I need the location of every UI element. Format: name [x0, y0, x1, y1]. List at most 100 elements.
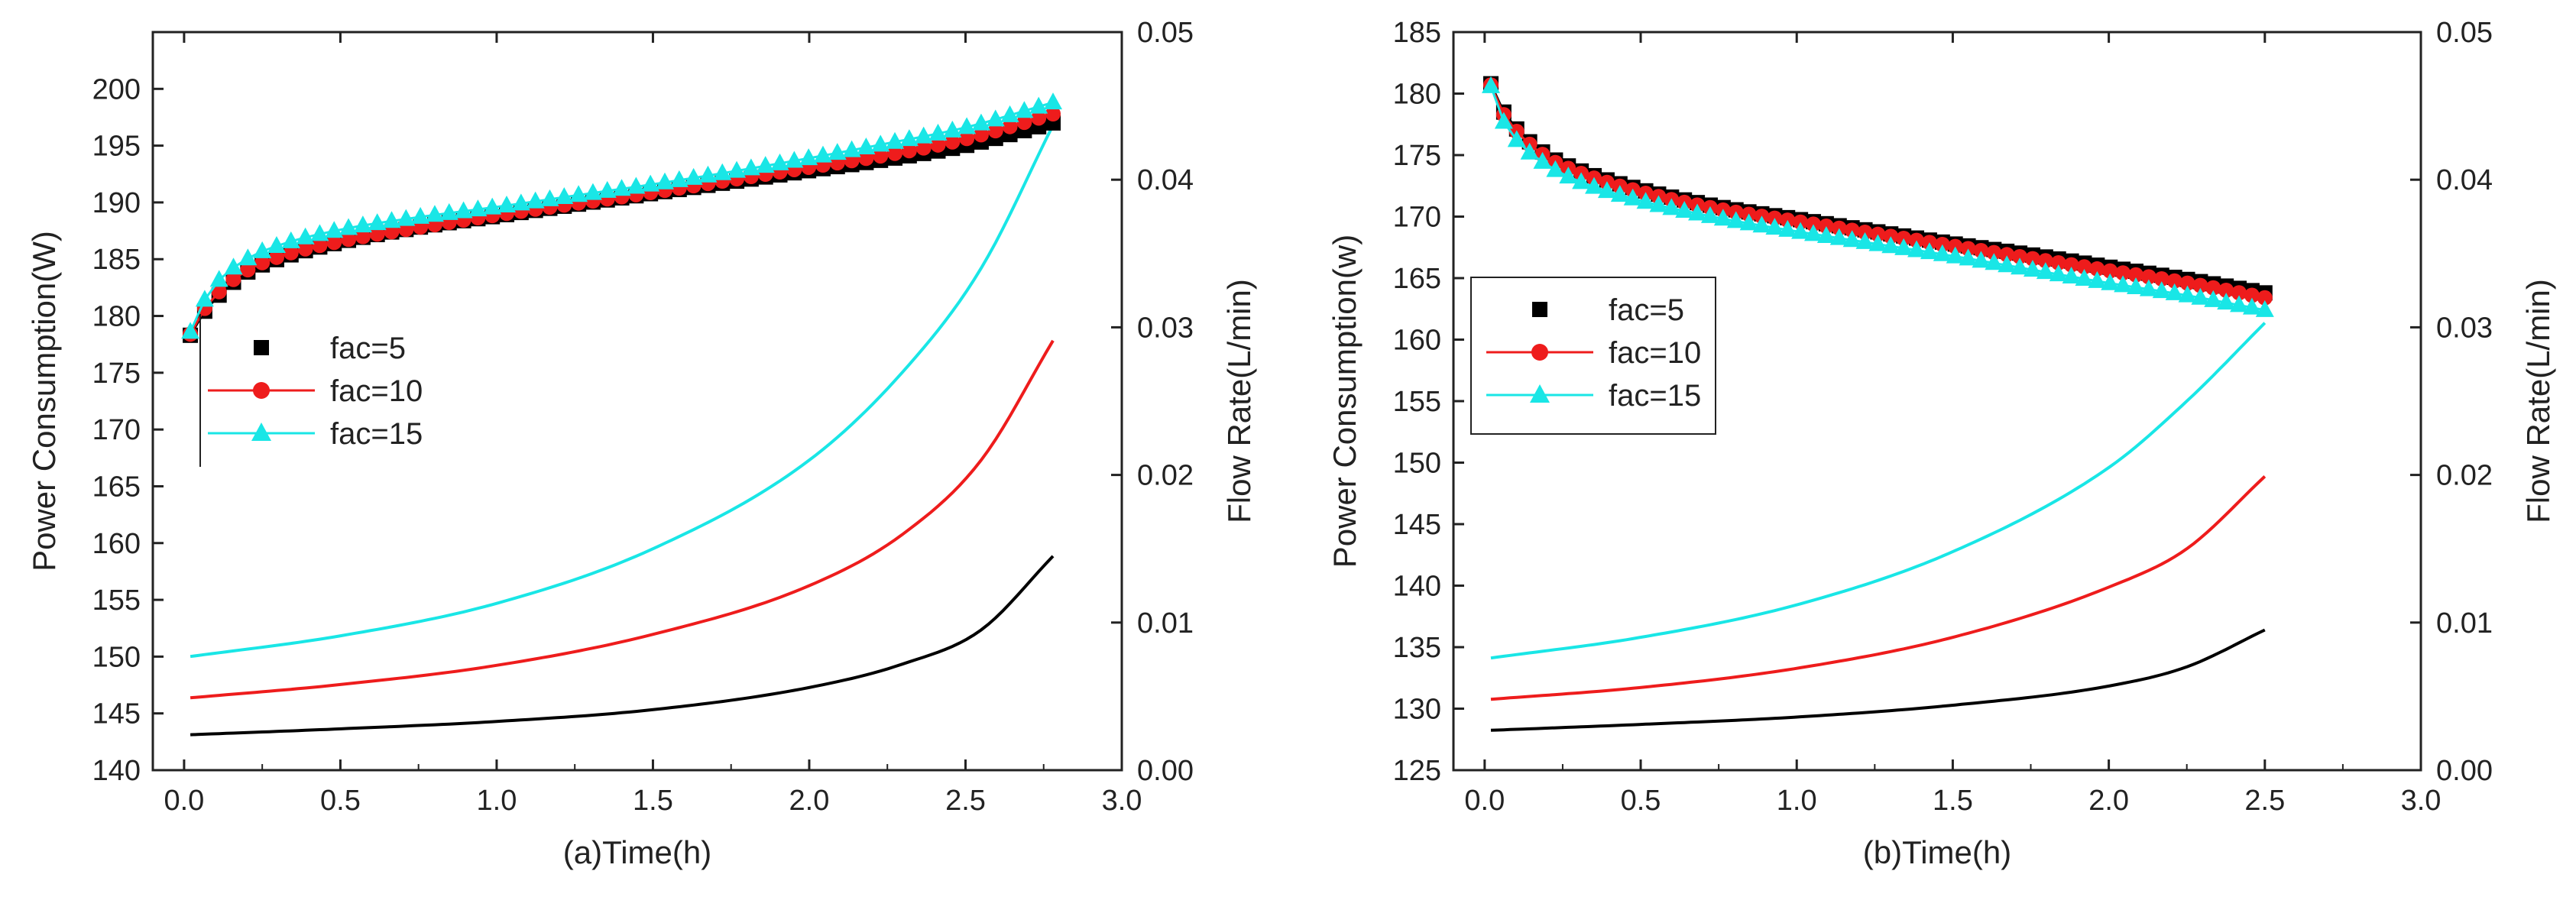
y2-tick-label: 0.01 — [2436, 607, 2493, 640]
data-point — [930, 137, 946, 153]
data-point — [267, 235, 286, 253]
x-tick-label: 2.0 — [2088, 785, 2129, 817]
data-point — [1045, 106, 1061, 122]
data-point — [1946, 246, 1965, 264]
y2-tick-label: 0.00 — [2436, 755, 2493, 787]
legend-label: fac=15 — [1609, 379, 1701, 413]
data-point — [2036, 262, 2055, 280]
y2-tick-label: 0.03 — [2436, 312, 2493, 344]
x-tick-label: 3.0 — [1102, 785, 1142, 817]
y-tick-label: 125 — [1393, 755, 1441, 787]
data-point — [497, 196, 517, 213]
x-tick-label: 3.0 — [2401, 785, 2442, 817]
data-point — [2127, 277, 2146, 295]
y-tick-label: 140 — [1393, 571, 1441, 603]
legend-label: fac=10 — [330, 374, 423, 408]
data-point — [957, 117, 977, 134]
data-point — [842, 140, 861, 157]
data-point — [669, 170, 689, 187]
data-point — [2178, 285, 2197, 303]
data-point — [268, 249, 284, 265]
data-point — [468, 199, 488, 217]
data-point — [1999, 247, 2015, 263]
data-point — [2114, 275, 2133, 293]
data-point — [987, 123, 1003, 139]
data-point — [254, 254, 271, 270]
data-point — [1507, 130, 1526, 147]
y-tick-label: 160 — [1393, 325, 1441, 357]
y-tick-label: 170 — [1393, 202, 1441, 234]
data-point — [583, 183, 602, 200]
data-point — [2012, 248, 2028, 264]
data-point — [339, 218, 358, 235]
data-point — [1015, 101, 1034, 118]
legend-label: fac=15 — [330, 417, 423, 451]
data-point — [2023, 260, 2042, 277]
y2-axis-label: Flow Rate(L/min) — [2520, 279, 2556, 523]
y-tick-label: 160 — [92, 528, 141, 560]
data-point — [397, 209, 416, 226]
y-tick-label: 135 — [1393, 632, 1441, 664]
x-tick-label: 1.0 — [477, 785, 517, 817]
data-point — [799, 148, 818, 166]
y2-tick-label: 0.05 — [1137, 17, 1194, 49]
data-point — [655, 172, 674, 189]
data-point — [741, 158, 760, 176]
data-point — [439, 202, 458, 220]
data-point — [1829, 228, 1849, 245]
data-point — [858, 151, 874, 167]
legend-marker — [1532, 302, 1547, 317]
data-point — [1044, 92, 1063, 110]
data-point — [368, 213, 387, 231]
y2-tick-label: 0.04 — [2436, 164, 2493, 196]
y2-tick-label: 0.01 — [1137, 607, 1194, 640]
y-tick-label: 150 — [1393, 448, 1441, 480]
y-axis-label: Power Consumption(w) — [1327, 235, 1363, 568]
data-point — [1804, 224, 1823, 241]
x-tick-label: 2.0 — [789, 785, 830, 817]
data-point — [1998, 255, 2017, 273]
data-point — [281, 231, 300, 248]
data-point — [2101, 273, 2120, 290]
data-point — [2152, 281, 2171, 299]
data-point — [555, 187, 574, 205]
data-point — [756, 156, 775, 173]
data-point — [598, 180, 617, 198]
x-tick-label: 2.5 — [2244, 785, 2285, 817]
y-tick-label: 165 — [1393, 263, 1441, 295]
data-point — [2011, 257, 2030, 275]
data-point — [1610, 185, 1629, 202]
flow-line — [190, 124, 1055, 659]
data-point — [312, 238, 328, 254]
data-point — [727, 160, 747, 178]
data-point — [310, 224, 329, 241]
data-point — [713, 163, 732, 180]
y-tick-label: 150 — [92, 641, 141, 673]
x-tick-label: 2.5 — [945, 785, 986, 817]
data-point — [2218, 282, 2234, 298]
data-point — [1726, 211, 1745, 228]
data-point — [2128, 267, 2144, 283]
x-tick-label: 0.5 — [1621, 785, 1661, 817]
legend-marker — [251, 423, 271, 441]
data-point — [871, 134, 890, 152]
data-point — [915, 140, 932, 156]
y-tick-label: 190 — [92, 187, 141, 219]
data-point — [526, 191, 545, 209]
data-point — [1585, 176, 1604, 194]
data-point — [886, 131, 905, 149]
data-point — [899, 129, 919, 147]
data-point — [2076, 259, 2092, 275]
data-point — [2153, 271, 2169, 287]
data-point — [627, 176, 646, 194]
data-point — [857, 138, 876, 155]
data-point — [2062, 267, 2081, 284]
data-point — [943, 120, 962, 138]
data-point — [873, 148, 889, 164]
data-point — [355, 228, 371, 244]
data-point — [569, 185, 588, 202]
chart-panel-b: 0.0 0.5 1.0 1.5 2.0 2.5 3.0 125 130 135 140 145 150 1… — [1327, 17, 2556, 870]
y-tick-label: 170 — [92, 414, 141, 446]
y-tick-label: 165 — [92, 471, 141, 503]
data-point — [1002, 118, 1018, 134]
